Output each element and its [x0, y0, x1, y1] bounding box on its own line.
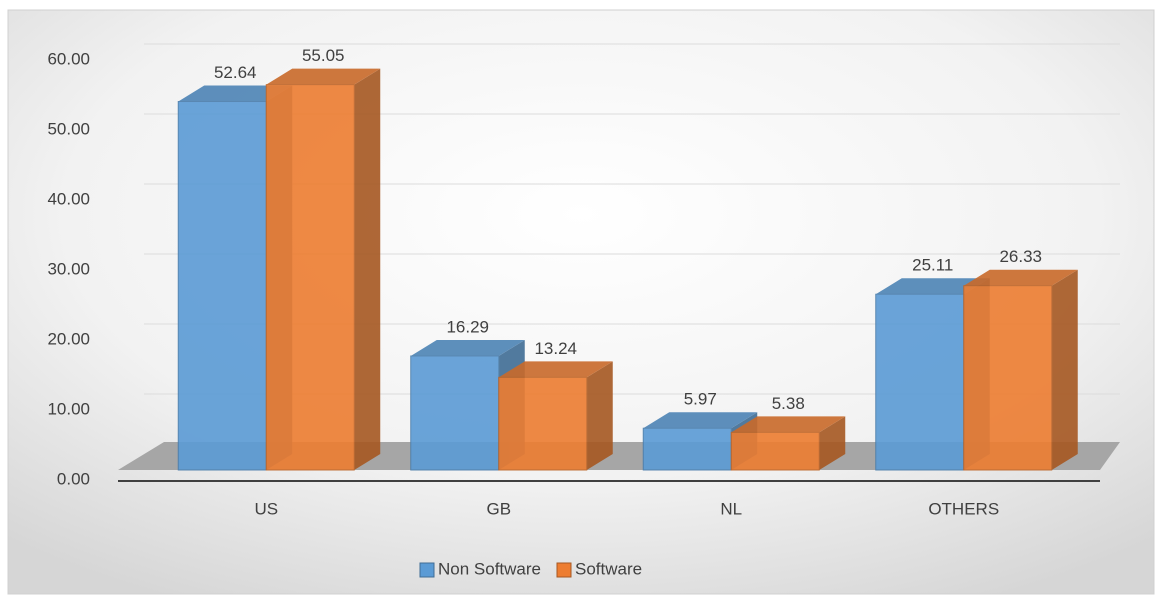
bar	[730, 416, 846, 471]
data-label: 52.64	[214, 63, 257, 82]
bar-face	[643, 412, 758, 429]
bar-face	[265, 84, 355, 471]
legend-swatch	[556, 562, 572, 578]
y-tick-label: 50.00	[47, 119, 90, 138]
data-label: 5.97	[684, 390, 717, 409]
bar-face	[410, 355, 500, 471]
data-label: 16.29	[446, 317, 489, 336]
data-label: 55.05	[302, 46, 345, 65]
bar-face	[178, 85, 293, 102]
bar-face	[819, 416, 846, 470]
data-label: 26.33	[999, 247, 1042, 266]
bar-face	[731, 416, 846, 433]
x-tick-label: NL	[720, 499, 742, 518]
x-tick-label: US	[254, 499, 278, 518]
data-label: 25.11	[912, 256, 953, 275]
bar-face	[875, 278, 990, 295]
y-tick-label: 10.00	[47, 399, 90, 418]
bar-face	[410, 339, 525, 356]
y-tick-label: 60.00	[47, 49, 90, 68]
bar-face	[498, 376, 588, 471]
bar-face	[963, 269, 1078, 286]
y-tick-label: 0.00	[57, 469, 90, 488]
y-tick-label: 40.00	[47, 189, 90, 208]
bar-face	[730, 431, 820, 471]
data-label: 5.38	[772, 394, 805, 413]
legend-swatch	[419, 562, 435, 578]
bar-face	[1051, 269, 1078, 470]
x-tick-label: OTHERS	[928, 499, 999, 518]
bar-face	[177, 101, 267, 471]
data-label: 13.24	[534, 339, 577, 358]
y-tick-label: 30.00	[47, 259, 90, 278]
bar	[265, 68, 381, 471]
bar-face	[498, 361, 613, 378]
bar-face	[875, 293, 965, 471]
x-tick-label: GB	[486, 499, 511, 518]
bar	[963, 269, 1078, 471]
y-tick-label: 20.00	[47, 329, 90, 348]
legend-label: Software	[575, 559, 642, 578]
bar-face	[354, 68, 381, 471]
bar-face	[642, 427, 732, 471]
bar-face	[586, 361, 613, 470]
bar-face	[266, 68, 381, 85]
bar	[498, 361, 613, 471]
legend-label: Non Software	[438, 559, 541, 578]
bar-face	[963, 285, 1053, 471]
